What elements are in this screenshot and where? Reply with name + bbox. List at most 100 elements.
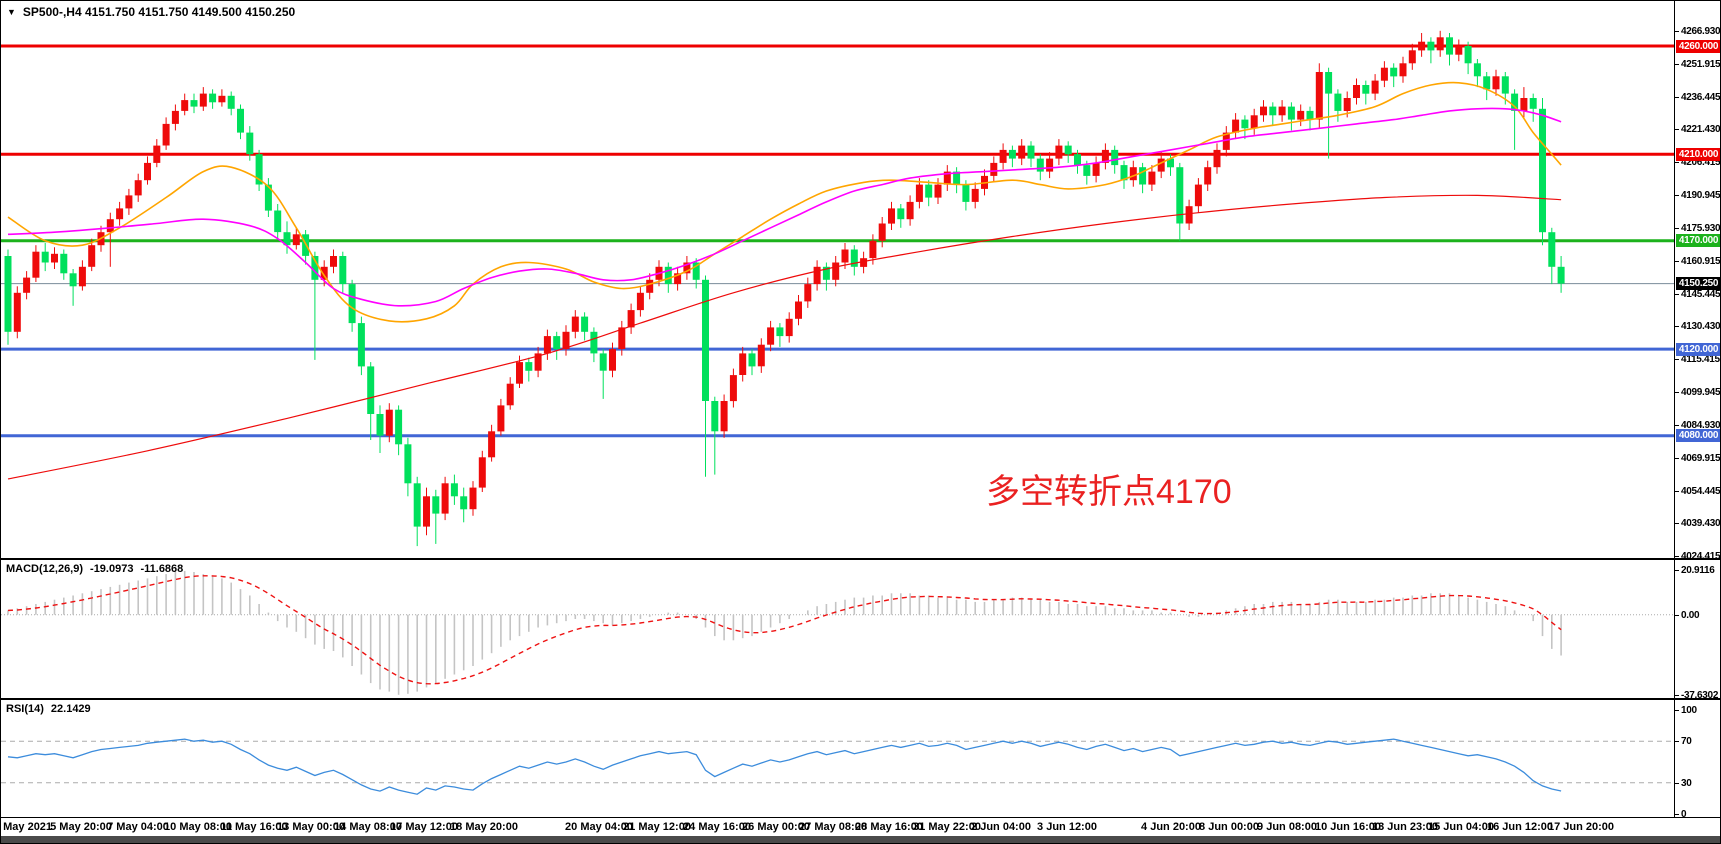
candle (162, 117, 170, 150)
time-label: 10 May 08:00 (164, 821, 232, 833)
candle (990, 156, 998, 183)
candle (729, 368, 737, 408)
candle (1548, 227, 1556, 285)
candle (69, 269, 77, 306)
candle (1529, 93, 1537, 122)
candle (1036, 154, 1044, 181)
candle (906, 195, 914, 226)
annotation-text: 多空转折点4170 (986, 473, 1232, 511)
rsi-plot[interactable] (1, 700, 1675, 817)
price-badge-4120.000: 4120.000 (1676, 343, 1720, 356)
candle (1557, 256, 1565, 293)
candle (227, 91, 235, 116)
time-label: 28 May 16:00 (855, 821, 923, 833)
price-tick: 4145.445 (1675, 288, 1720, 300)
candle (813, 260, 821, 291)
candle (525, 357, 533, 382)
candle (497, 398, 505, 436)
rsi-tick: 70 (1675, 735, 1692, 747)
candle (1222, 126, 1230, 157)
price-tick: 4069.915 (1675, 452, 1720, 464)
rsi-scale[interactable]: 100 70 30 0 (1674, 700, 1720, 820)
price-tick: 4039.430 (1675, 517, 1720, 529)
candle (209, 89, 217, 109)
candle (795, 295, 802, 326)
candle (450, 474, 458, 505)
candle (432, 489, 440, 544)
candle (683, 256, 691, 280)
macd-panel: MACD(12,26,9) -19.0973 -11.6868 20.9116 0… (1, 560, 1720, 701)
price-badge-4080.000: 4080.000 (1676, 429, 1720, 442)
macd-scale[interactable]: 20.9116 0.00 -37.6302 (1674, 560, 1720, 701)
time-label: 8 Jun 00:00 (1199, 821, 1259, 833)
candle (199, 87, 207, 111)
candle (1297, 104, 1305, 127)
candle (506, 377, 514, 410)
candle (646, 273, 654, 300)
macd-signal-value: -11.6868 (140, 563, 184, 575)
candle (478, 450, 486, 492)
macd-tick: -37.6302 (1675, 689, 1718, 701)
ma-red-line (7, 194, 1562, 480)
candle (627, 303, 635, 334)
ma-magenta-line (7, 107, 1562, 307)
candle (4, 249, 12, 345)
candle (1213, 143, 1221, 174)
candle (1492, 69, 1500, 96)
candle (739, 346, 747, 382)
time-label: 17 May 12:00 (390, 821, 458, 833)
candle (1232, 113, 1240, 140)
candle (1176, 162, 1184, 241)
candle (423, 487, 430, 536)
time-label: 21 May 12:00 (623, 821, 691, 833)
macd-name: MACD(12,26,9) (6, 563, 84, 575)
rsi-tick: 30 (1675, 777, 1692, 789)
candle (702, 275, 709, 477)
candle (999, 143, 1007, 170)
candle (60, 249, 68, 280)
candle (897, 204, 905, 228)
candle (1139, 162, 1147, 194)
time-label: 26 May 00:00 (742, 821, 810, 833)
candle (1250, 108, 1258, 135)
time-label: 2 Jun 04:00 (971, 821, 1031, 833)
candle (711, 396, 719, 475)
candle (274, 204, 282, 239)
candle (283, 221, 291, 254)
time-label: 17 Jun 20:00 (1547, 821, 1615, 833)
candle (953, 167, 961, 194)
symbol-dropdown-icon[interactable]: ▼ (7, 7, 16, 17)
candle (1074, 149, 1081, 174)
time-label: 4 Jun 20:00 (1141, 821, 1201, 833)
rsi-label: RSI(14) 22.1429 (6, 703, 91, 715)
candle (1055, 139, 1063, 166)
candle (618, 320, 626, 356)
price-tick: 4099.945 (1675, 386, 1720, 398)
candle (720, 394, 728, 438)
ma-orange-line (7, 81, 1562, 323)
candle (1185, 199, 1193, 230)
price-chart-plot[interactable] (1, 1, 1675, 558)
candle (1446, 33, 1453, 66)
candle (943, 165, 951, 191)
price-scale[interactable]: 4266.930 4251.915 4236.445 4221.430 4206.415… (1674, 1, 1720, 562)
candle (767, 320, 775, 352)
candle (534, 346, 542, 378)
rsi-tick: 0 (1675, 808, 1687, 820)
time-label: 4 May 2021 (1, 821, 53, 833)
time-label: 31 May 22:00 (913, 821, 981, 833)
candle (785, 312, 793, 343)
candle (1046, 152, 1054, 179)
candle (1008, 145, 1016, 168)
candle (339, 251, 347, 293)
candle (971, 182, 979, 209)
candle (348, 279, 356, 332)
candle (488, 424, 496, 462)
candle (1511, 89, 1519, 150)
candle (571, 310, 579, 339)
time-label: 15 Jun 04:00 (1427, 821, 1495, 833)
candle (599, 349, 607, 399)
macd-plot[interactable] (1, 560, 1675, 698)
price-tick: 4251.915 (1675, 58, 1720, 70)
